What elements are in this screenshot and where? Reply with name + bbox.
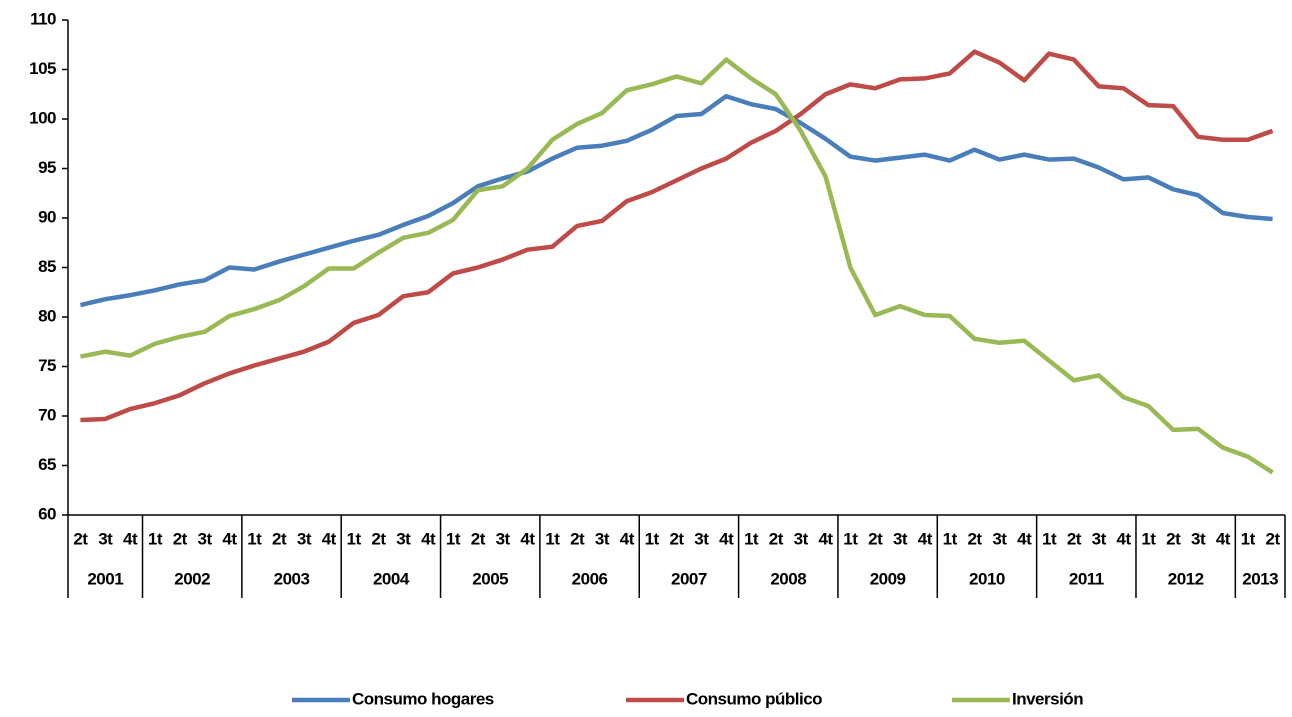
x-tick-label: 1t (148, 529, 163, 548)
x-tick-label: 2t (669, 529, 684, 548)
x-tick-label: 4t (1017, 529, 1032, 548)
x-tick-label: 1t (1141, 529, 1156, 548)
x-tick-label: 2t (471, 529, 486, 548)
x-group-label: 2002 (174, 569, 210, 588)
x-tick-label: 2t (371, 529, 386, 548)
x-tick-label: 3t (396, 529, 411, 548)
y-tick-label: 85 (38, 257, 56, 276)
x-group-label: 2005 (472, 569, 508, 588)
x-tick-label: 3t (794, 529, 809, 548)
y-tick-label: 70 (38, 405, 56, 424)
x-tick-label: 2t (868, 529, 883, 548)
series-line (80, 49, 1274, 423)
x-tick-label: 4t (1216, 529, 1231, 548)
x-tick-label: 3t (297, 529, 312, 548)
x-tick-label: 4t (918, 529, 933, 548)
x-tick-label: 4t (719, 529, 734, 548)
y-tick-label: 80 (38, 306, 56, 325)
x-group-label: 2001 (87, 569, 123, 588)
x-tick-label: 4t (322, 529, 337, 548)
x-group-label: 2013 (1242, 569, 1278, 588)
x-tick-label: 2t (1166, 529, 1181, 548)
x-tick-label: 4t (123, 529, 138, 548)
y-tick-label: 105 (29, 59, 56, 78)
x-tick-label: 1t (446, 529, 461, 548)
x-tick-label: 3t (1092, 529, 1107, 548)
x-tick-label: 3t (98, 529, 113, 548)
x-tick-label: 1t (645, 529, 660, 548)
x-group-label: 2006 (572, 569, 608, 588)
x-tick-label: 4t (421, 529, 436, 548)
x-group-label: 2010 (969, 569, 1005, 588)
x-tick-label: 3t (893, 529, 908, 548)
legend-label: Inversión (1012, 689, 1083, 708)
x-tick-label: 1t (843, 529, 858, 548)
x-group-label: 2007 (671, 569, 707, 588)
x-tick-label: 2t (1266, 529, 1281, 548)
x-group-label: 2004 (373, 569, 410, 588)
x-tick-label: 2t (570, 529, 585, 548)
y-tick-label: 75 (38, 356, 56, 375)
x-tick-label: 2t (1067, 529, 1082, 548)
x-group-label: 2003 (274, 569, 310, 588)
x-group-label: 2009 (870, 569, 906, 588)
series-line (79, 93, 1273, 308)
x-tick-label: 2t (272, 529, 287, 548)
y-tick-label: 95 (38, 158, 56, 177)
x-group-label: 2011 (1069, 569, 1104, 588)
y-tick-label: 65 (38, 455, 56, 474)
y-tick-label: 60 (38, 504, 56, 523)
x-tick-label: 4t (818, 529, 833, 548)
x-tick-label: 2t (967, 529, 982, 548)
y-tick-label: 90 (38, 207, 56, 226)
x-tick-label: 1t (1042, 529, 1057, 548)
x-tick-label: 4t (620, 529, 635, 548)
x-tick-label: 3t (198, 529, 213, 548)
series-line (79, 57, 1274, 475)
x-tick-label: 2t (173, 529, 188, 548)
x-tick-label: 3t (992, 529, 1007, 548)
x-tick-label: 1t (347, 529, 362, 548)
x-tick-label: 2t (769, 529, 784, 548)
x-tick-label: 3t (595, 529, 610, 548)
x-tick-label: 3t (694, 529, 709, 548)
x-tick-label: 4t (222, 529, 237, 548)
x-tick-label: 4t (520, 529, 535, 548)
x-group-label: 2012 (1168, 569, 1204, 588)
x-tick-label: 1t (247, 529, 262, 548)
x-tick-label: 3t (496, 529, 511, 548)
x-tick-label: 2t (73, 529, 88, 548)
legend-label: Consumo hogares (352, 689, 494, 708)
x-tick-label: 1t (744, 529, 759, 548)
x-tick-label: 1t (1241, 529, 1256, 548)
x-group-label: 2008 (770, 569, 806, 588)
legend-label: Consumo público (686, 689, 822, 708)
x-tick-label: 4t (1116, 529, 1131, 548)
y-tick-label: 110 (30, 9, 56, 28)
y-tick-label: 100 (29, 108, 56, 127)
x-tick-label: 1t (943, 529, 958, 548)
x-tick-label: 1t (545, 529, 560, 548)
x-tick-label: 3t (1191, 529, 1206, 548)
